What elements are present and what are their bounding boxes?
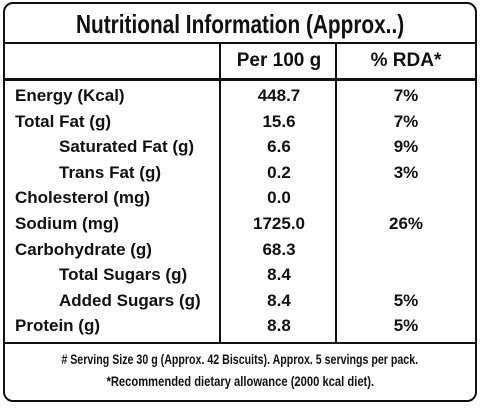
nutrient-name: Trans Fat (g) — [59, 162, 162, 182]
column-rule — [219, 42, 221, 342]
footnote-text: # Serving Size 30 g (Approx. 42 Biscuits… — [61, 351, 419, 367]
nutrient-name: Added Sugars (g) — [59, 290, 201, 310]
per-100g-value: 448.7 — [257, 86, 301, 105]
title: Nutritional Information (Approx..) — [5, 6, 475, 42]
nutrition-label: Nutritional Information (Approx..) Per 1… — [3, 2, 477, 402]
nutrient-name: Carbohydrate (g) — [15, 239, 152, 259]
per-100g-value: 8.4 — [267, 290, 291, 310]
per-100g-value: 8.8 — [267, 316, 291, 336]
nutrient-name: Cholesterol (mg) — [15, 188, 151, 208]
nutrient-name: Energy (Kcal) — [15, 86, 125, 105]
per-100g-value: 8.4 — [267, 265, 291, 285]
column-rule — [335, 42, 337, 342]
nutrient-name: Sodium (mg) — [15, 214, 119, 233]
rule — [5, 78, 475, 81]
per-100g-value: 68.3 — [262, 239, 296, 259]
footnote: *Recommended dietary allowance (2000 kca… — [5, 370, 475, 392]
rule — [5, 42, 475, 44]
rda-value: 26% — [388, 214, 424, 233]
rda-value: 7% — [393, 111, 419, 131]
rda-value: 3% — [393, 162, 419, 182]
per-100g-value: 15.6 — [262, 111, 296, 131]
rda-value: 7% — [393, 86, 419, 105]
rda-value: 9% — [393, 137, 419, 157]
title-text: Nutritional Information (Approx..) — [75, 9, 405, 39]
rule — [5, 342, 475, 344]
per-100g-value: 0.2 — [267, 162, 291, 182]
footnote: # Serving Size 30 g (Approx. 42 Biscuits… — [5, 348, 475, 370]
per-100g-value: 1725.0 — [253, 214, 305, 233]
rda-value: 5% — [393, 290, 419, 310]
per-100g-value: 6.6 — [267, 137, 291, 157]
nutrient-name: Protein (g) — [15, 316, 100, 336]
column-header: Per 100 g — [236, 50, 322, 71]
per-100g-value: 0.0 — [267, 188, 291, 208]
footnote-text: *Recommended dietary allowance (2000 kca… — [106, 373, 374, 389]
nutrient-name: Total Fat (g) — [15, 111, 111, 131]
rda-value: 5% — [393, 316, 419, 336]
column-header: % RDA* — [370, 50, 442, 71]
nutrient-name: Total Sugars (g) — [59, 265, 188, 285]
nutrient-name: Saturated Fat (g) — [59, 137, 195, 157]
